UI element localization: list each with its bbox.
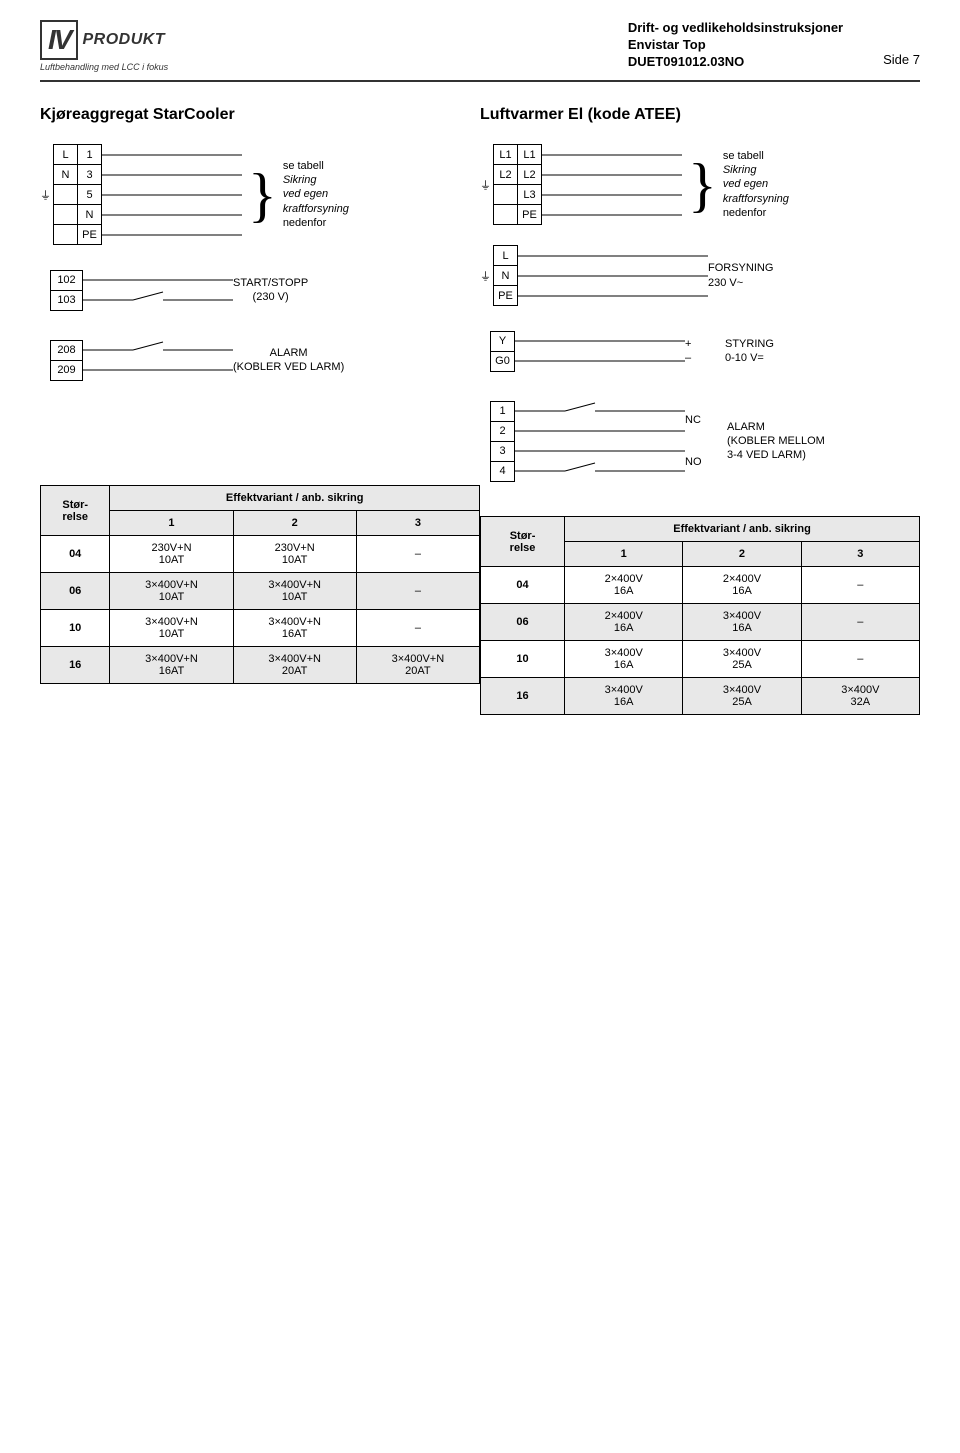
left-block1: ⏚ L1 N3 5 N PE } se tabell (40, 144, 480, 245)
left-block1-wires (102, 145, 242, 245)
content-columns: Kjøreaggregat StarCooler ⏚ L1 N3 5 N PE (40, 106, 920, 715)
right-block2-desc: FORSYNING 230 V~ (708, 261, 773, 290)
left-block3-terminals: 208 209 (50, 340, 83, 381)
right-block1-terminals: L1L1 L2L2 L3 PE (493, 144, 542, 225)
left-table: Stør- relse Effektvariant / anb. sikring… (40, 485, 480, 684)
left-table-rowheader: Stør- relse (41, 486, 110, 536)
table-row: 16 3×400V+N 16AT 3×400V+N 20AT 3×400V+N … (41, 647, 480, 684)
left-block2: 102 103 START/STOPP (230 V) (40, 265, 480, 315)
ground-icon: ⏚ (40, 187, 51, 203)
right-column: Luftvarmer El (kode ATEE) ⏚ L1L1 L2L2 L3… (480, 106, 920, 715)
table-row: 16 3×400V 16A 3×400V 25A 3×400V 32A (481, 678, 920, 715)
page-number: Side 7 (883, 20, 920, 67)
left-block3-wires (83, 340, 233, 380)
right-block1: ⏚ L1L1 L2L2 L3 PE } se tabell Sikring (480, 144, 920, 225)
left-block1-terminals: L1 N3 5 N PE (53, 144, 102, 245)
right-table-group-header: Effektvariant / anb. sikring (565, 517, 920, 542)
right-block4-ncno: NC NO (685, 413, 715, 470)
right-block3-desc: STYRING 0-10 V= (725, 337, 774, 366)
logo: IV PRODUKT (40, 20, 165, 60)
right-block4-desc: ALARM (KOBLER MELLOM 3-4 VED LARM) (727, 420, 825, 463)
table-row: 06 3×400V+N 10AT 3×400V+N 10AT – (41, 573, 480, 610)
left-block3: 208 209 ALARM (KOBLER VED LARM) (40, 335, 480, 385)
right-block3-wires (515, 331, 685, 371)
doc-line3: DUET091012.03NO (628, 54, 843, 71)
left-block2-desc: START/STOPP (230 V) (233, 276, 308, 305)
left-block1-desc: se tabell Sikring ved egen kraftforsynin… (283, 159, 349, 230)
left-column: Kjøreaggregat StarCooler ⏚ L1 N3 5 N PE (40, 106, 480, 715)
page: IV PRODUKT Luftbehandling med LCC i foku… (0, 0, 960, 735)
right-block3: Y G0 + – STYRING 0-10 V= (480, 326, 920, 376)
table-row: 06 2×400V 16A 3×400V 16A – (481, 604, 920, 641)
right-block2: ⏚ L N PE FORSYNING 230 V~ (480, 245, 920, 306)
right-block3-signs: + – (685, 337, 705, 366)
ground-icon: ⏚ (480, 268, 491, 284)
doc-line2: Envistar Top (628, 37, 843, 54)
left-block2-wires (83, 270, 233, 310)
table-row: 04 2×400V 16A 2×400V 16A – (481, 567, 920, 604)
right-block4-terminals: 1 2 3 4 (490, 401, 515, 482)
ground-icon: ⏚ (480, 177, 491, 193)
page-header: IV PRODUKT Luftbehandling med LCC i foku… (40, 20, 920, 82)
right-block2-terminals: L N PE (493, 245, 518, 306)
right-title: Luftvarmer El (kode ATEE) (480, 106, 920, 124)
logo-block: IV PRODUKT Luftbehandling med LCC i foku… (40, 20, 168, 72)
right-block1-desc: se tabell Sikring ved egen kraftforsynin… (723, 149, 789, 220)
doc-line1: Drift- og vedlikeholdsinstruksjoner (628, 20, 843, 37)
logo-text: PRODUKT (82, 31, 165, 49)
right-table-rowheader: Stør- relse (481, 517, 565, 567)
table-row: 10 3×400V 16A 3×400V 25A – (481, 641, 920, 678)
left-title: Kjøreaggregat StarCooler (40, 106, 480, 124)
logo-tagline: Luftbehandling med LCC i fokus (40, 62, 168, 72)
right-table: Stør- relse Effektvariant / anb. sikring… (480, 516, 920, 715)
table-row: 04 230V+N 10AT 230V+N 10AT – (41, 536, 480, 573)
left-block3-desc: ALARM (KOBLER VED LARM) (233, 346, 344, 375)
header-right: Drift- og vedlikeholdsinstruksjoner Envi… (628, 20, 920, 71)
right-block2-wires (518, 246, 708, 306)
right-block4-wires (515, 401, 685, 481)
table-row: 10 3×400V+N 10AT 3×400V+N 16AT – (41, 610, 480, 647)
left-table-group-header: Effektvariant / anb. sikring (110, 486, 480, 511)
doc-info: Drift- og vedlikeholdsinstruksjoner Envi… (628, 20, 843, 71)
left-block2-terminals: 102 103 (50, 270, 83, 311)
right-block4: 1 2 3 4 NC NO (480, 396, 920, 486)
logo-iv: IV (40, 20, 78, 60)
right-block1-wires (542, 145, 682, 225)
right-block3-terminals: Y G0 (490, 331, 515, 372)
